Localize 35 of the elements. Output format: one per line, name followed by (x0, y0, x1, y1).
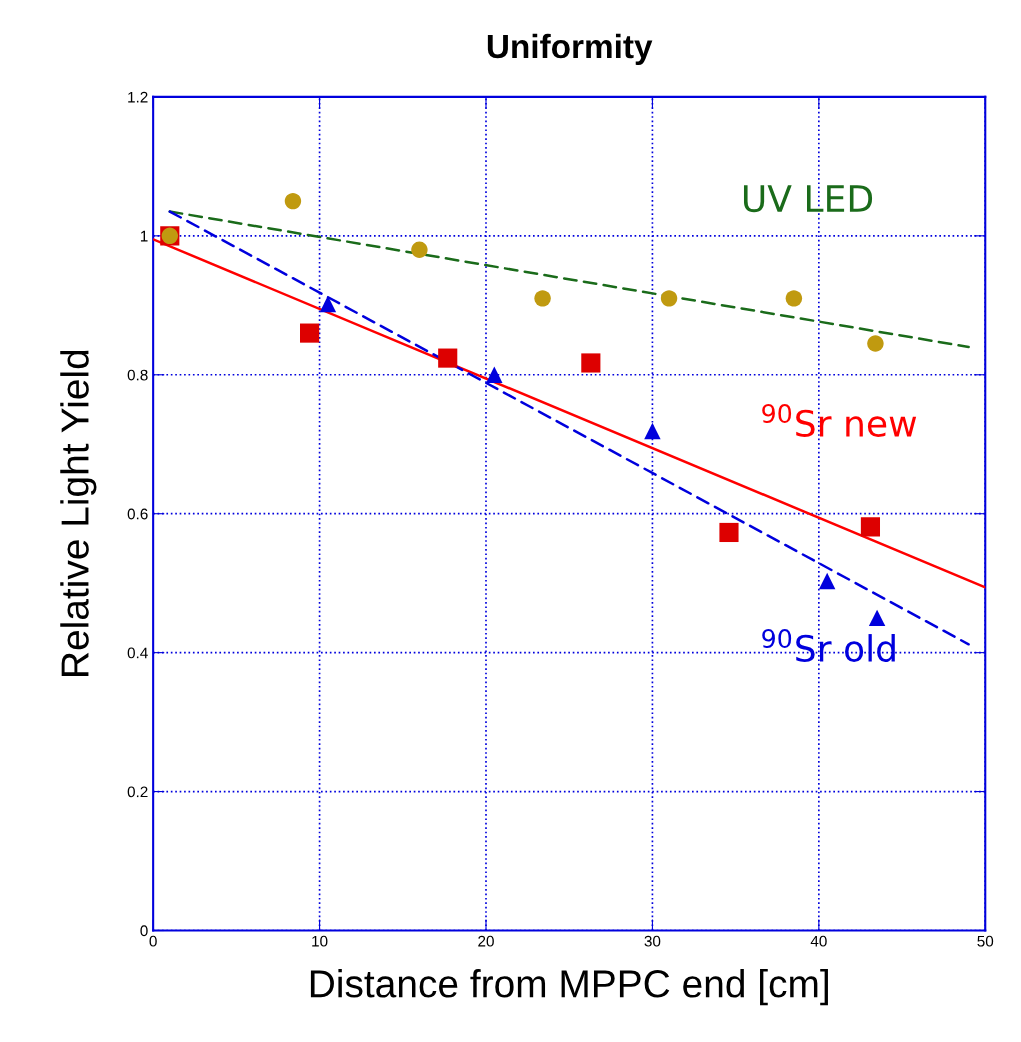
point (644, 422, 661, 440)
y-tick-label: 0.8 (127, 369, 148, 381)
y-tick-label: 1 (140, 230, 148, 242)
point (438, 348, 458, 368)
point (486, 366, 503, 383)
point (581, 353, 601, 373)
series-label: $^{90}$Sr new (762, 403, 917, 438)
x-tick-label: 50 (977, 935, 994, 947)
x-tick-label: 20 (478, 935, 494, 947)
point (660, 290, 678, 307)
text: UV LED (743, 185, 873, 213)
point (719, 522, 739, 543)
x-tick-label: 0 (149, 935, 157, 947)
point (860, 517, 881, 537)
legend-label: $^{90}$Sr old (762, 628, 895, 663)
point (818, 572, 836, 590)
chart-title: Uniformity (487, 33, 653, 65)
x-tick-label: 10 (312, 935, 328, 947)
point (868, 609, 886, 627)
y-tick-label: 0 (140, 925, 148, 937)
point (867, 335, 884, 352)
x-tick-label: 30 (644, 935, 661, 947)
x-tick-label: 40 (810, 935, 827, 947)
point (411, 241, 428, 258)
y-axis-title: Relative Light Yield (60, 350, 97, 676)
point (319, 295, 337, 313)
y-tick-label: 0.6 (127, 508, 148, 520)
point (300, 323, 320, 343)
x-axis-title: Distance from MPPC end [cm] (310, 969, 828, 1006)
point (284, 192, 302, 210)
point (785, 290, 803, 307)
y-tick-label: 0.2 (127, 786, 148, 798)
y-tick-label: 0.4 (127, 647, 148, 659)
point (534, 290, 551, 307)
y-tick-label: 1.2 (128, 91, 148, 103)
